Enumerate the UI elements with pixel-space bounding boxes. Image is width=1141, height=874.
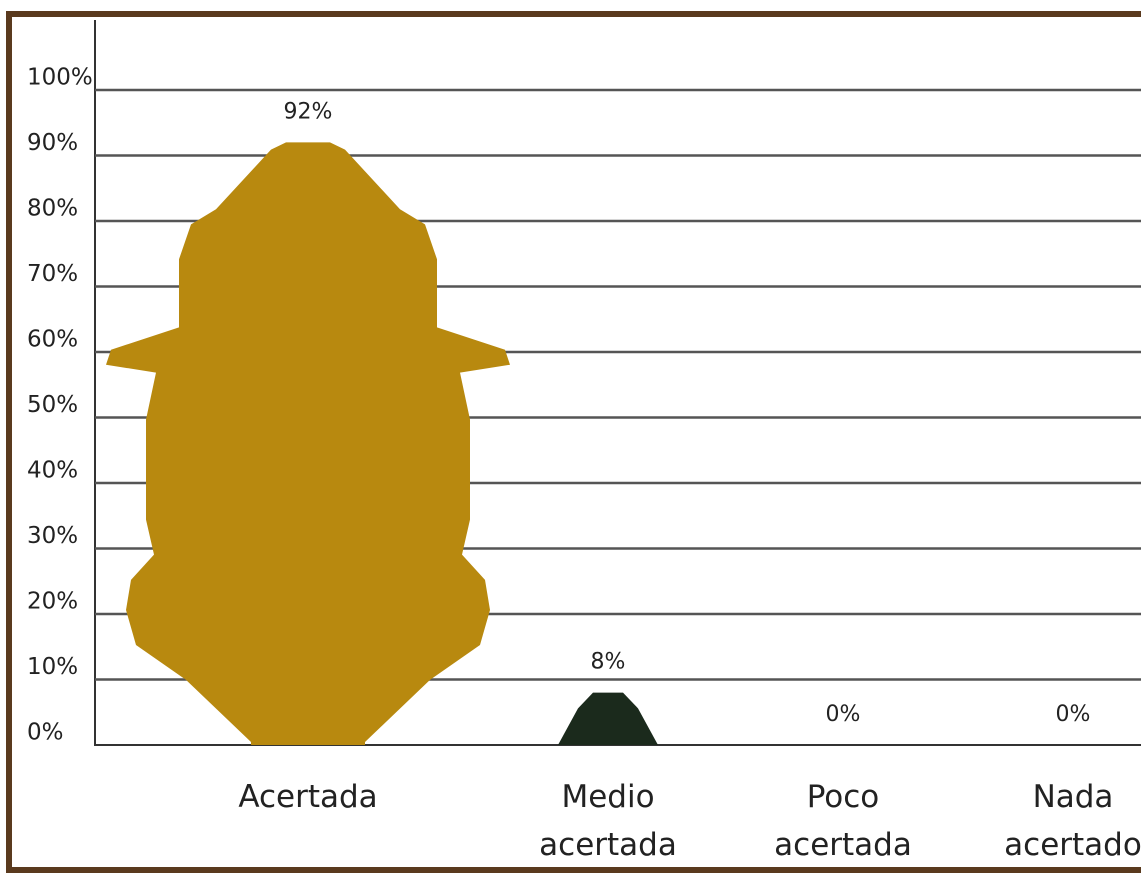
y-tick-label: 20% xyxy=(27,589,78,615)
value-label: 0% xyxy=(826,702,861,727)
y-tick-label: 0% xyxy=(27,720,64,746)
x-tick-label: Poco acertada xyxy=(774,779,912,863)
value-label: 92% xyxy=(284,99,333,124)
y-tick-label: 10% xyxy=(27,654,78,680)
y-tick-label: 40% xyxy=(27,458,78,484)
frame xyxy=(6,11,1141,873)
x-tick-label: Medio acertada xyxy=(539,779,677,863)
y-tick-label: 100% xyxy=(27,65,93,91)
x-tick-label: Acertada xyxy=(238,779,378,815)
x-tick-label: Nada acertado xyxy=(1004,779,1141,863)
y-tick-label: 70% xyxy=(27,261,78,287)
y-tick-label: 30% xyxy=(27,523,78,549)
value-label: 0% xyxy=(1056,702,1091,727)
y-tick-label: 90% xyxy=(27,130,78,156)
bar-shape xyxy=(106,142,510,745)
y-tick-label: 60% xyxy=(27,327,78,353)
value-label: 8% xyxy=(591,650,626,675)
bar-shape xyxy=(558,692,658,745)
y-tick-label: 80% xyxy=(27,196,78,222)
y-tick-label: 50% xyxy=(27,392,78,418)
